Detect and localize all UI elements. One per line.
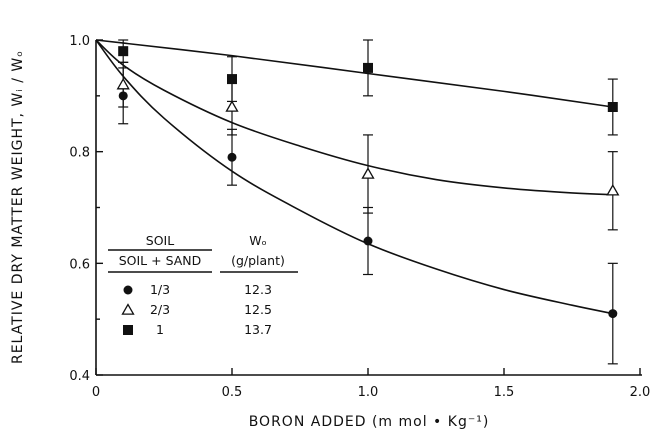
data-point-open-triangle [606, 183, 620, 196]
legend-w0: 13.7 [244, 322, 272, 337]
legend-marker-filled-circle [123, 285, 133, 295]
legend-marker-open-triangle [121, 303, 135, 315]
data-point-open-triangle [225, 100, 239, 112]
data-point-filled-square [363, 62, 373, 73]
y-tick-label: 1.0 [69, 34, 90, 49]
legend-col2-header-top: Wₒ [249, 233, 267, 248]
x-tick-label: 1.0 [358, 385, 379, 400]
data-point-filled-square [227, 74, 237, 85]
data-point-filled-circle [227, 152, 237, 162]
x-tick-label: 2.0 [630, 385, 651, 400]
fitted-curve-1 [95, 39, 613, 315]
data-point-filled-circle [608, 309, 618, 319]
legend-w0: 12.5 [244, 302, 272, 317]
legend-w0: 12.3 [244, 282, 272, 297]
data-point-filled-square [118, 46, 129, 57]
y-tick-label: 0.8 [69, 146, 90, 161]
legend-ratio: 2/3 [150, 302, 170, 317]
data-point-open-triangle [116, 77, 130, 90]
legend-rows: 1/3 12.3 2/3 12.5 1 13.7 [121, 282, 272, 337]
legend-col1-header-bottom: SOIL + SAND [119, 253, 202, 268]
y-axis-title: RELATIVE DRY MATTER WEIGHT, Wᵢ / Wₒ [10, 50, 26, 364]
fitted-curve-2 [95, 39, 613, 196]
data-points [116, 39, 620, 365]
legend-ratio: 1 [156, 322, 164, 337]
x-tick-label: 1.5 [494, 385, 515, 400]
legend-col2-header-bottom: (g/plant) [231, 253, 285, 268]
x-tick-label: 0.5 [222, 385, 243, 400]
data-point-filled-square [607, 102, 618, 112]
x-tick-label: 0 [92, 385, 100, 400]
axes: BORON ADDED (m mol • Kg⁻¹) RELATIVE DRY … [10, 40, 642, 430]
y-tick-label: 0.4 [69, 369, 90, 384]
ticks: 0 0.5 1.0 1.5 2.0 0.4 0.6 0.8 1.0 [69, 34, 650, 400]
x-axis-title: BORON ADDED (m mol • Kg⁻¹) [249, 414, 490, 430]
fitted-curve-3 [95, 39, 613, 108]
data-point-filled-circle [363, 236, 373, 246]
legend: SOIL SOIL + SAND Wₒ (g/plant) 1/3 12.3 2/3… [108, 233, 298, 337]
legend-col1-header-top: SOIL [146, 233, 174, 248]
legend-ratio: 1/3 [150, 282, 170, 297]
y-tick-label: 0.6 [69, 257, 90, 272]
data-point-open-triangle [361, 167, 375, 179]
legend-marker-filled-square [123, 325, 133, 335]
